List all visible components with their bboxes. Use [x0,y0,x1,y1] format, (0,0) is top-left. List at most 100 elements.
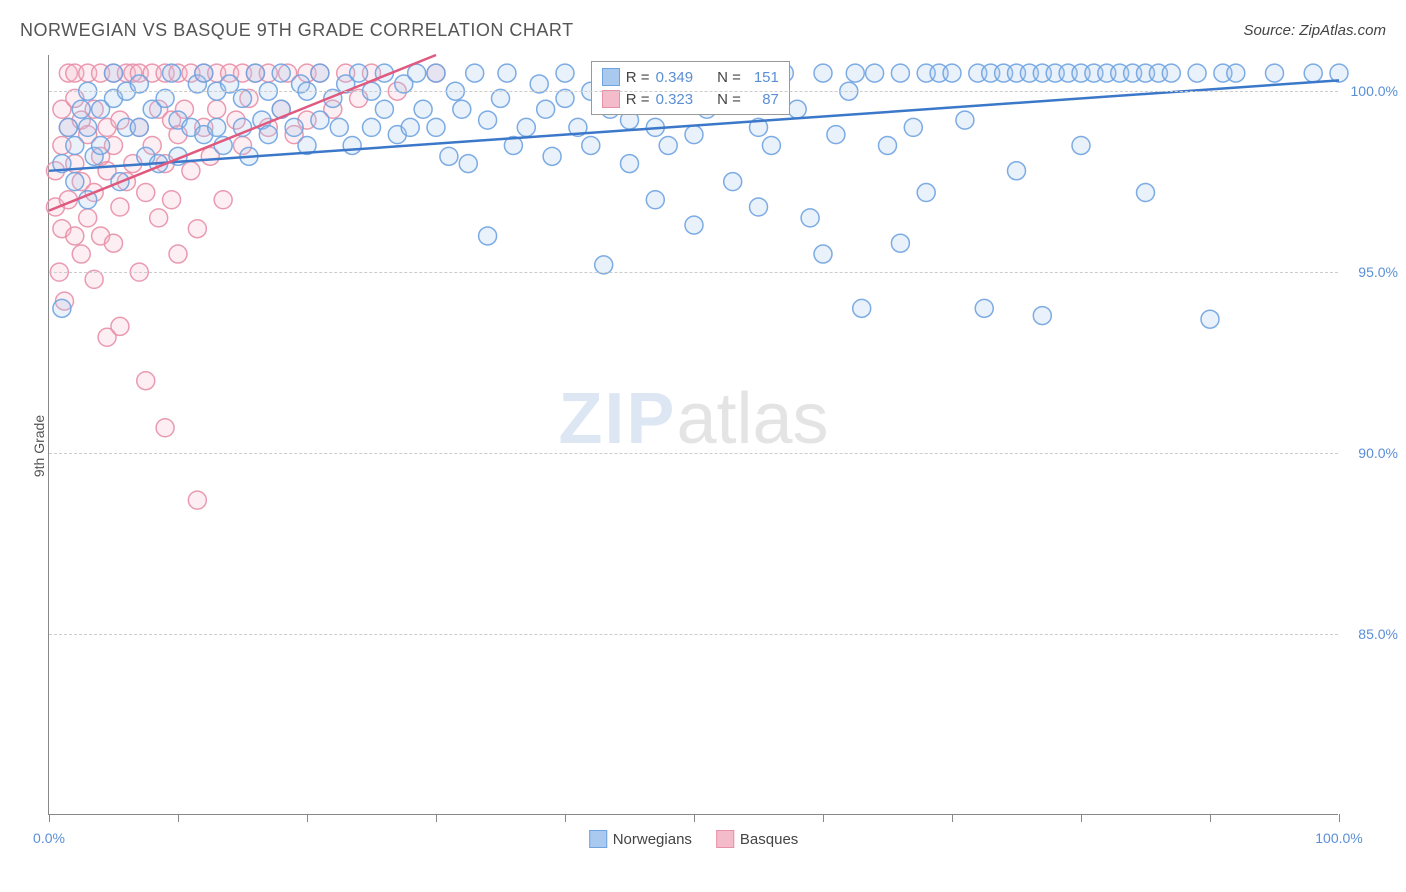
scatter-point [479,111,497,129]
scatter-point [1008,162,1026,180]
scatter-point [59,118,77,136]
scatter-point [311,64,329,82]
scatter-point [137,184,155,202]
scatter-point [762,136,780,154]
xtick [565,814,566,822]
scatter-point [66,136,84,154]
scatter-point [891,64,909,82]
stat-n-label: N = [717,91,741,108]
scatter-point [208,118,226,136]
scatter-point [646,191,664,209]
scatter-point [79,209,97,227]
scatter-point [1266,64,1284,82]
scatter-point [1304,64,1322,82]
scatter-point [259,126,277,144]
scatter-point [182,162,200,180]
scatter-point [375,100,393,118]
scatter-point [1072,136,1090,154]
scatter-point [163,191,181,209]
scatter-point [156,419,174,437]
scatter-point [685,216,703,234]
scatter-point [466,64,484,82]
legend-swatch [589,830,607,848]
scatter-point [556,64,574,82]
scatter-svg [49,55,1338,814]
scatter-point [879,136,897,154]
scatter-point [1227,64,1245,82]
scatter-point [150,209,168,227]
scatter-point [582,136,600,154]
stat-n-value: 151 [747,69,779,86]
scatter-point [517,118,535,136]
xtick [823,814,824,822]
scatter-point [163,64,181,82]
stat-r-label: R = [626,69,650,86]
scatter-point [853,299,871,317]
scatter-point [66,173,84,191]
xtick-label: 0.0% [33,830,65,846]
scatter-point [79,118,97,136]
scatter-point [427,118,445,136]
ytick-label: 85.0% [1358,626,1398,642]
scatter-point [891,234,909,252]
scatter-point [272,64,290,82]
scatter-point [814,245,832,263]
scatter-point [917,184,935,202]
stats-legend-row: R = 0.349 N = 151 [602,66,779,88]
xtick [1081,814,1082,822]
scatter-point [724,173,742,191]
chart-header: NORWEGIAN VS BASQUE 9TH GRADE CORRELATIO… [20,20,1386,41]
gridline-h [49,272,1338,273]
scatter-point [479,227,497,245]
series-legend-label: Basques [740,831,798,848]
scatter-point [543,147,561,165]
scatter-point [105,234,123,252]
scatter-point [827,126,845,144]
stat-r-label: R = [626,91,650,108]
scatter-point [72,100,90,118]
scatter-point [1162,64,1180,82]
scatter-point [188,220,206,238]
scatter-point [408,64,426,82]
stat-n-label: N = [717,69,741,86]
y-axis-label: 9th Grade [31,415,47,477]
scatter-point [801,209,819,227]
xtick [307,814,308,822]
scatter-point [111,317,129,335]
scatter-point [1137,184,1155,202]
chart-plot-area: ZIPatlas R =0.349N =151R =0.323N =87 Nor… [48,55,1338,815]
stat-r-value: 0.323 [656,91,694,108]
xtick [49,814,50,822]
scatter-point [246,64,264,82]
scatter-point [750,198,768,216]
scatter-point [904,118,922,136]
scatter-point [188,491,206,509]
scatter-point [459,155,477,173]
xtick [178,814,179,822]
xtick [694,814,695,822]
scatter-point [350,64,368,82]
scatter-point [414,100,432,118]
scatter-point [1201,310,1219,328]
stat-r-value: 0.349 [656,69,694,86]
scatter-point [66,227,84,245]
scatter-point [975,299,993,317]
scatter-point [208,100,226,118]
source-label: Source: ZipAtlas.com [1243,22,1386,39]
scatter-point [685,126,703,144]
scatter-point [814,64,832,82]
series-legend-item: Basques [716,830,798,848]
ytick-label: 90.0% [1358,445,1398,461]
legend-swatch [602,68,620,86]
stats-legend: R =0.349N =151R =0.323N =87 [591,61,790,115]
scatter-point [72,245,90,263]
scatter-point [1188,64,1206,82]
series-legend: NorwegiansBasques [589,830,799,848]
scatter-point [111,198,129,216]
xtick-label: 100.0% [1315,830,1362,846]
gridline-h [49,91,1338,92]
scatter-point [137,372,155,390]
scatter-point [92,136,110,154]
scatter-point [453,100,471,118]
scatter-point [788,100,806,118]
